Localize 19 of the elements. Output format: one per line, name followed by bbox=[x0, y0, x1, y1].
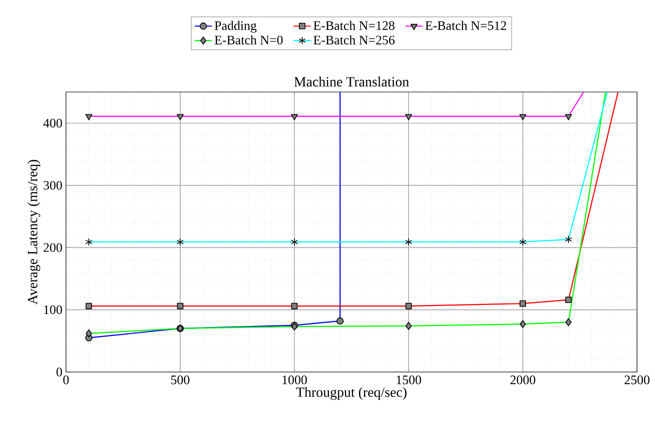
x-tick-label: 1000 bbox=[282, 376, 307, 384]
y-tick-label: 300 bbox=[44, 180, 62, 190]
x-tick-label: 0 bbox=[63, 376, 69, 384]
legend-label: Padding bbox=[214, 20, 257, 33]
x-tick-label: 500 bbox=[171, 376, 190, 384]
legend-label: E-Batch N=0 bbox=[214, 35, 283, 44]
y-axis-title: Average Latency (ms/req) bbox=[28, 160, 40, 305]
x-axis-title: Througput (req/sec) bbox=[296, 387, 406, 400]
x-tick-label: 2000 bbox=[510, 376, 536, 384]
y-tick-label: 100 bbox=[44, 305, 62, 314]
x-tick-label: 1500 bbox=[396, 376, 422, 384]
legend-label: E-Batch N=512 bbox=[425, 20, 506, 30]
x-tick-label: 2500 bbox=[624, 376, 650, 384]
chart-title: Machine Translation bbox=[294, 76, 409, 86]
y-tick-label: 400 bbox=[43, 118, 62, 128]
legend-label: E-Batch N=256 bbox=[314, 35, 395, 44]
y-tick-label: 0 bbox=[56, 368, 62, 376]
y-tick-label: 200 bbox=[44, 243, 62, 252]
legend-label: E-Batch N=128 bbox=[314, 20, 394, 30]
